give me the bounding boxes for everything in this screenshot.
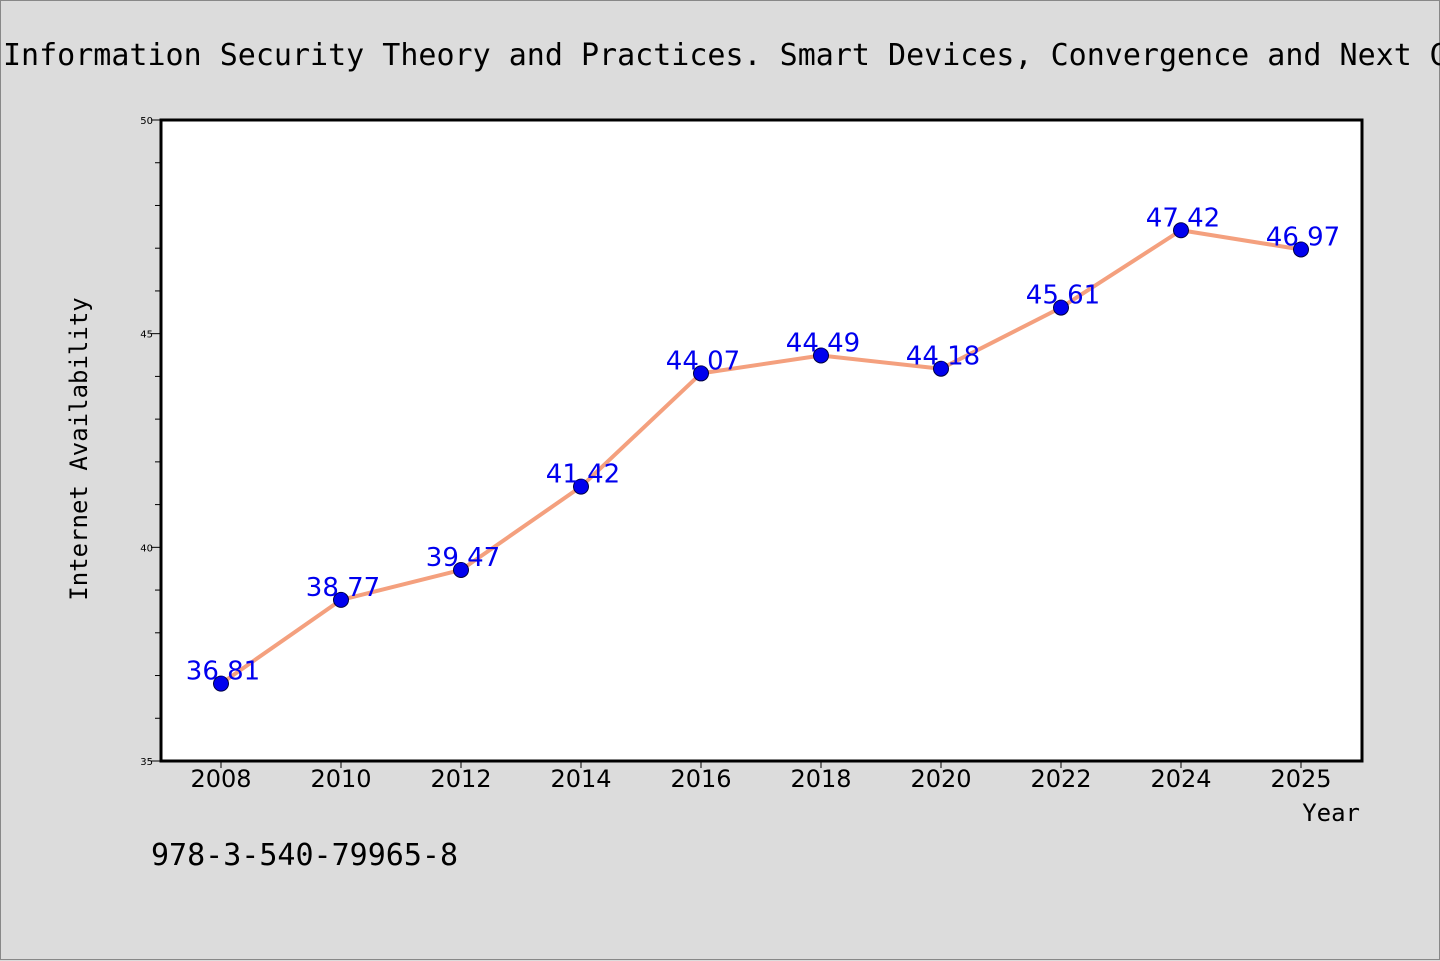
x-axis-label: Year — [1302, 799, 1360, 827]
chart-title: Information Security Theory and Practice… — [3, 38, 1440, 73]
x-tick-label: 2010 — [310, 765, 371, 793]
data-point — [1293, 241, 1309, 258]
x-tick-label: 2016 — [670, 765, 731, 793]
data-point — [1053, 299, 1069, 316]
data-point — [333, 591, 349, 608]
data-label: 44.49 — [786, 328, 860, 358]
data-label: 41.42 — [546, 460, 620, 490]
y-axis-label: Internet Availability — [65, 297, 93, 600]
data-label: 38.77 — [306, 573, 380, 603]
data-label: 47.42 — [1146, 203, 1220, 233]
x-tick-label: 2012 — [430, 765, 491, 793]
data-point — [813, 347, 829, 364]
data-label: 39.47 — [426, 543, 500, 573]
x-tick-label: 2014 — [550, 765, 611, 793]
data-label: 44.18 — [906, 342, 980, 372]
plot-area — [161, 120, 1362, 761]
data-label: 45.61 — [1026, 281, 1100, 311]
isbn-text: 978-3-540-79965-8 — [151, 838, 458, 873]
data-point — [693, 365, 709, 382]
y-tick-label: 35 — [140, 757, 153, 768]
x-tick-label: 2020 — [910, 765, 971, 793]
x-tick-label: 2008 — [190, 765, 251, 793]
data-point — [453, 561, 469, 578]
y-tick-label: 45 — [140, 330, 153, 341]
x-tick-label: 2018 — [790, 765, 851, 793]
data-point — [1173, 222, 1189, 239]
data-label: 46.97 — [1266, 222, 1340, 252]
x-tick-label: 2025 — [1270, 765, 1331, 793]
series-line — [219, 228, 1303, 686]
plot-border — [159, 118, 1364, 763]
data-point — [933, 360, 949, 377]
x-axis-ticks: 2008 2010 2012 2014 2016 2018 2020 2022 2024 2025 — [190, 761, 1332, 793]
x-tick-label: 2024 — [1150, 765, 1211, 793]
data-point — [573, 478, 589, 495]
y-axis-ticks: 35 40 45 50 — [140, 116, 161, 768]
data-label: 36.81 — [186, 657, 260, 687]
x-tick-label: 2022 — [1030, 765, 1091, 793]
y-tick-label: 40 — [140, 543, 153, 554]
y-tick-label: 50 — [140, 116, 153, 127]
data-label: 44.07 — [666, 346, 740, 376]
data-point — [213, 675, 229, 692]
series-group: 36.81 38.77 39.47 41.42 44.07 44.49 44.18 45.61… — [186, 203, 1340, 692]
